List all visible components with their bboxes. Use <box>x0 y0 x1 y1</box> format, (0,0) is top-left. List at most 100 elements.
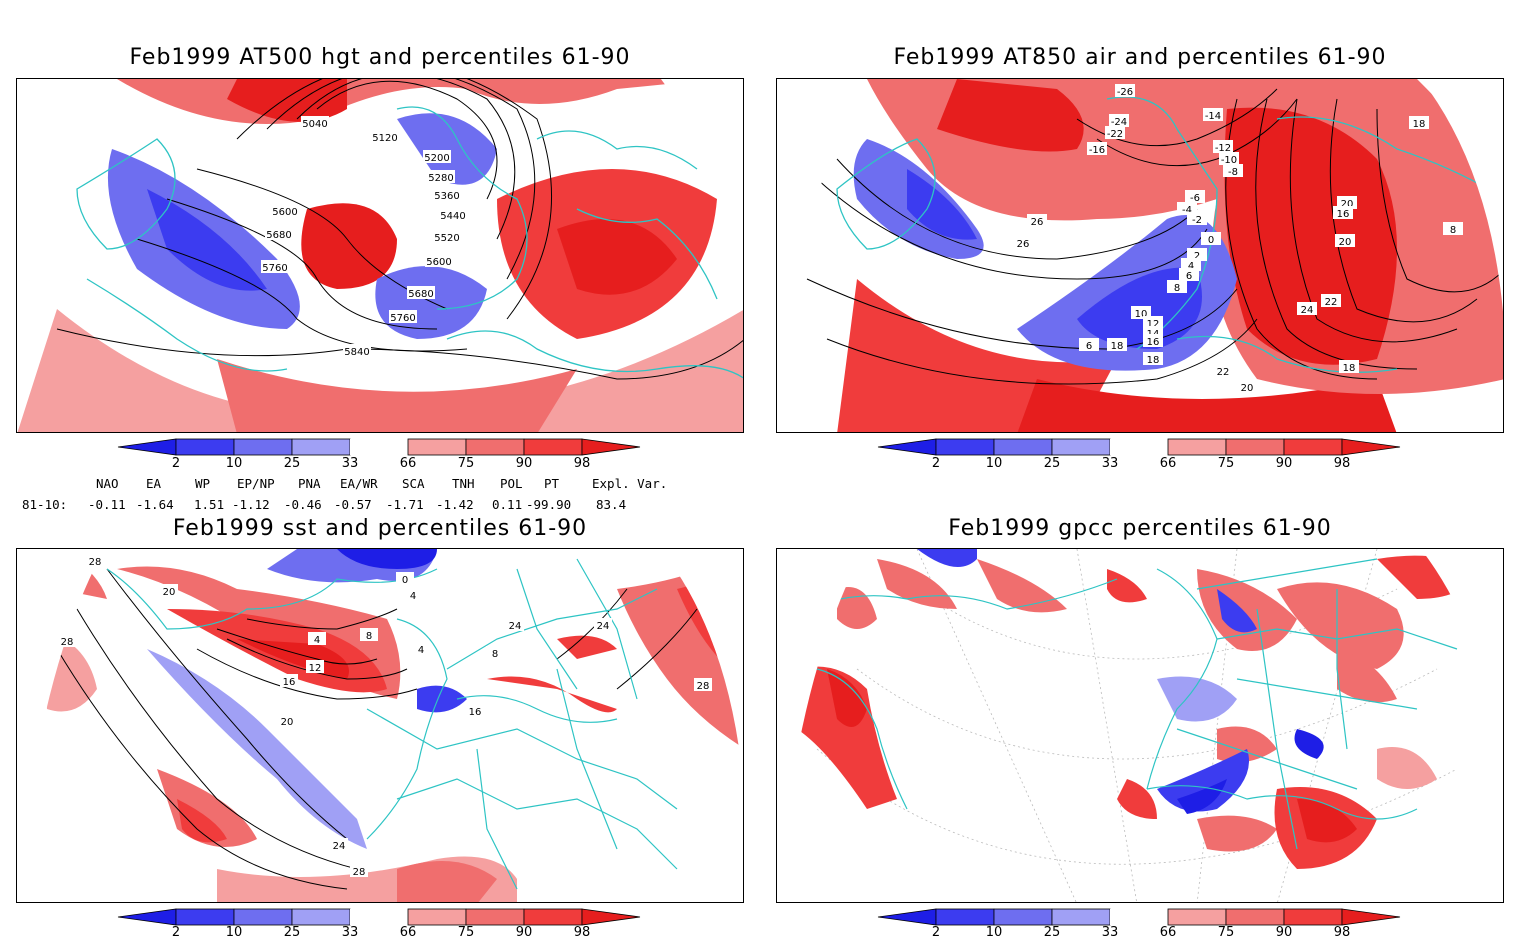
index-header: POL <box>500 476 523 491</box>
clabel-tl-6: 5520 <box>434 233 459 244</box>
cbar-label: 2 <box>171 456 181 471</box>
clabel-bl-15: 28 <box>697 681 710 692</box>
cbar-seg-0 <box>877 438 937 456</box>
cbar-label: 33 <box>341 456 359 471</box>
cbar-seg-8 <box>1341 438 1401 456</box>
clabel-tr-26: 24 <box>1301 305 1314 316</box>
clabel-tr-11: 0 <box>1208 235 1214 246</box>
cbar-label: 98 <box>1333 456 1351 471</box>
cbar-label: 33 <box>1101 456 1119 471</box>
cbar-seg-1 <box>935 438 995 456</box>
cbar-seg-4 <box>350 909 408 925</box>
clabel-tl-12: 5680 <box>408 289 433 300</box>
cbar-label: 10 <box>985 456 1003 471</box>
index-value: -0.46 <box>284 497 322 512</box>
clabel-tr-7: -8 <box>1228 167 1238 178</box>
cbar-seg-4 <box>1110 439 1168 455</box>
cbar-seg-5 <box>407 438 467 456</box>
clabel-tr-16: 10 <box>1135 309 1148 320</box>
cbar-label: 90 <box>515 456 533 471</box>
clabel-bl-8: 16 <box>283 677 296 688</box>
index-header: Expl. Var. <box>592 476 668 491</box>
title-br: Feb1999 gpcc percentiles 61-90 <box>948 516 1332 541</box>
colorbar-br <box>877 908 1401 926</box>
index-header: PT <box>544 476 560 491</box>
cbar-seg-3 <box>1051 908 1111 926</box>
clabel-bl-13: 4 <box>418 645 424 656</box>
clabel-tl-4: 5360 <box>434 191 459 202</box>
cbar-label: 33 <box>341 925 359 940</box>
clabel-tl-9: 5760 <box>262 263 287 274</box>
clabel-tr-20: 18 <box>1111 341 1124 352</box>
cbar-seg-0 <box>877 908 937 926</box>
clabel-tr-5: -12 <box>1215 143 1231 154</box>
clabel-bl-12: 8 <box>492 649 498 660</box>
clabel-bl-2: 28 <box>61 637 74 648</box>
cbar-label: 66 <box>399 925 417 940</box>
index-header: EP/NP <box>237 476 275 491</box>
cbar-label: 75 <box>1217 925 1235 940</box>
cbar-seg-8 <box>581 438 641 456</box>
clabel-tr-22: 20 <box>1341 199 1354 210</box>
index-header: TNH <box>452 476 475 491</box>
clabel-tl-10: 5840 <box>344 347 369 358</box>
cbar-seg-1 <box>935 908 995 926</box>
index-header: NAO <box>96 476 119 491</box>
clabel-bl-6: 8 <box>366 631 372 642</box>
cbar-seg-7 <box>1283 438 1343 456</box>
cbar-seg-2 <box>233 438 293 456</box>
clabel-bl-3: 0 <box>402 575 408 586</box>
clabel-bl-14: 24 <box>597 621 610 632</box>
clabel-tr-34: 20 <box>1241 383 1254 394</box>
cbar-seg-8 <box>1341 908 1401 926</box>
cbar-label: 2 <box>931 925 941 940</box>
colorbar-tl <box>117 438 641 456</box>
cbar-seg-2 <box>233 908 293 926</box>
clabel-tr-24: 22 <box>1217 367 1230 378</box>
clabel-tr-9: -4 <box>1182 205 1192 216</box>
map-panel-at500-hgt: 5040 5120 5200 5280 5360 5440 5520 5600 … <box>16 78 744 433</box>
cbar-seg-0 <box>117 908 177 926</box>
cbar-label: 25 <box>1043 456 1061 471</box>
clabel-tr-29: 6 <box>1086 341 1092 352</box>
clabel-tr-30: 8 <box>1450 225 1456 236</box>
clabel-tr-6: -10 <box>1221 155 1237 166</box>
index-value: 83.4 <box>596 497 627 512</box>
cbar-seg-6 <box>465 908 525 926</box>
cbar-seg-7 <box>523 908 583 926</box>
clabel-tr-2: -22 <box>1107 129 1123 140</box>
clabel-tl-13: 5760 <box>390 313 415 324</box>
cbar-label: 75 <box>457 456 475 471</box>
index-header: PNA <box>298 476 321 491</box>
cbar-label: 90 <box>1275 925 1293 940</box>
colorbar-tr <box>877 438 1401 456</box>
index-value: -0.57 <box>334 497 372 512</box>
clabel-tr-13: 4 <box>1188 261 1194 272</box>
index-value: -1.42 <box>436 497 474 512</box>
index-value: 0.11 <box>492 497 523 512</box>
cbar-label: 25 <box>283 925 301 940</box>
title-bl: Feb1999 sst and percentiles 61-90 <box>172 516 588 541</box>
cbar-seg-5 <box>407 908 467 926</box>
cbar-label: 66 <box>1159 925 1177 940</box>
index-value: -1.71 <box>386 497 424 512</box>
map-at850: -26 -24 -22 -16 -14 -12 -10 -8 -6 -4 -2 … <box>777 79 1503 432</box>
index-header: WP <box>195 476 211 491</box>
clabel-tr-25: 22 <box>1325 297 1338 308</box>
clabel-bl-0: 28 <box>89 557 102 568</box>
index-value: -0.11 <box>88 497 126 512</box>
cbar-label: 25 <box>283 456 301 471</box>
cbar-label: 90 <box>1275 456 1293 471</box>
cbar-seg-6 <box>1225 438 1285 456</box>
clabel-tl-7: 5600 <box>272 207 297 218</box>
clabel-tr-19: 16 <box>1147 337 1160 348</box>
map-panel-at850-air: -26 -24 -22 -16 -14 -12 -10 -8 -6 -4 -2 … <box>776 78 1504 433</box>
cbar-seg-5 <box>1167 908 1227 926</box>
index-row-label: 81-10: <box>22 497 68 512</box>
cbar-label: 98 <box>573 925 591 940</box>
cbar-seg-1 <box>175 438 235 456</box>
index-header: EA/WR <box>340 476 378 491</box>
cbar-label: 25 <box>1043 925 1061 940</box>
clabel-tr-31: 18 <box>1413 119 1426 130</box>
cbar-seg-7 <box>1283 908 1343 926</box>
